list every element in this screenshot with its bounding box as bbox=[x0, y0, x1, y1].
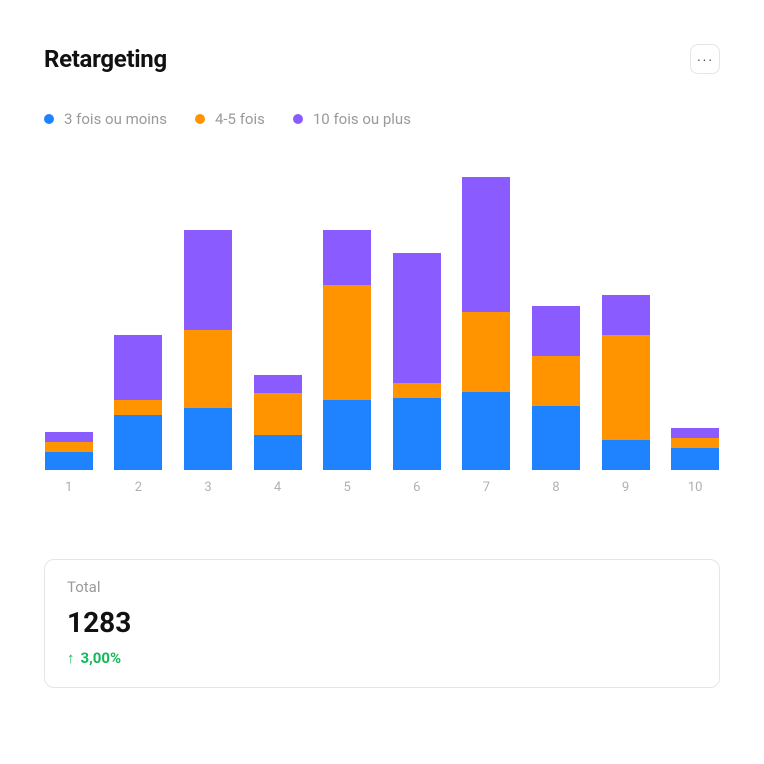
bar-segment bbox=[114, 335, 162, 400]
bar-segment bbox=[393, 383, 441, 398]
x-tick-label: 5 bbox=[322, 480, 372, 495]
bar-stack bbox=[602, 295, 650, 470]
bar-segment bbox=[114, 400, 162, 415]
bar-segment bbox=[532, 356, 580, 406]
bar-chart bbox=[44, 170, 720, 470]
x-tick-label: 8 bbox=[531, 480, 581, 495]
total-delta: ↑ 3,00% bbox=[67, 649, 697, 667]
bar-segment bbox=[393, 253, 441, 383]
bar-stack bbox=[671, 428, 719, 470]
bar-column bbox=[183, 230, 233, 470]
x-tick-label: 10 bbox=[670, 480, 720, 495]
bar-column bbox=[531, 306, 581, 470]
total-value: 1283 bbox=[67, 606, 697, 639]
x-axis-labels: 1 2 3 4 5 6 7 8 9 10 bbox=[44, 480, 720, 495]
bar-segment bbox=[671, 448, 719, 470]
total-label: Total bbox=[67, 578, 697, 596]
bar-stack bbox=[532, 306, 580, 470]
bar-column bbox=[44, 432, 94, 470]
legend-item: 10 fois ou plus bbox=[293, 110, 411, 128]
bar-segment bbox=[184, 230, 232, 330]
x-tick-label: 4 bbox=[253, 480, 303, 495]
bar-segment bbox=[323, 400, 371, 470]
bar-segment bbox=[671, 438, 719, 448]
x-tick-label: 6 bbox=[392, 480, 442, 495]
bar-stack bbox=[462, 177, 510, 470]
header: Retargeting ··· bbox=[44, 44, 720, 74]
x-tick-label: 3 bbox=[183, 480, 233, 495]
bar-stack bbox=[393, 253, 441, 470]
bar-segment bbox=[532, 406, 580, 470]
bar-column bbox=[462, 177, 512, 470]
bar-segment bbox=[45, 452, 93, 470]
page-title: Retargeting bbox=[44, 45, 167, 73]
bar-segment bbox=[254, 375, 302, 393]
bar-segment bbox=[532, 306, 580, 356]
bar-segment bbox=[393, 398, 441, 470]
bar-segment bbox=[462, 392, 510, 470]
more-icon: ··· bbox=[697, 52, 714, 66]
x-tick-label: 1 bbox=[44, 480, 94, 495]
legend-dot bbox=[293, 114, 303, 124]
bar-stack bbox=[114, 335, 162, 470]
bar-segment bbox=[184, 408, 232, 470]
bar-segment bbox=[184, 330, 232, 408]
bar-column bbox=[601, 295, 651, 470]
bar-segment bbox=[323, 285, 371, 400]
bar-segment bbox=[45, 432, 93, 442]
legend: 3 fois ou moins 4-5 fois 10 fois ou plus bbox=[44, 110, 720, 128]
bar-column bbox=[322, 230, 372, 470]
legend-label: 10 fois ou plus bbox=[313, 110, 411, 128]
legend-dot bbox=[44, 114, 54, 124]
arrow-up-icon: ↑ bbox=[67, 649, 75, 667]
x-tick-label: 9 bbox=[601, 480, 651, 495]
bar-stack bbox=[45, 432, 93, 470]
legend-label: 3 fois ou moins bbox=[64, 110, 167, 128]
x-tick-label: 7 bbox=[462, 480, 512, 495]
bar-stack bbox=[323, 230, 371, 470]
x-tick-label: 2 bbox=[114, 480, 164, 495]
legend-dot bbox=[195, 114, 205, 124]
bar-segment bbox=[602, 295, 650, 335]
bar-segment bbox=[671, 428, 719, 438]
bar-column bbox=[114, 335, 164, 470]
bar-segment bbox=[114, 415, 162, 470]
delta-value: 3,00% bbox=[81, 649, 122, 667]
bar-column bbox=[253, 375, 303, 470]
bar-segment bbox=[254, 435, 302, 470]
bar-segment bbox=[462, 177, 510, 312]
legend-label: 4-5 fois bbox=[215, 110, 265, 128]
legend-item: 4-5 fois bbox=[195, 110, 265, 128]
bar-segment bbox=[323, 230, 371, 285]
bar-column bbox=[392, 253, 442, 470]
bar-segment bbox=[602, 440, 650, 470]
bar-segment bbox=[602, 335, 650, 440]
bar-column bbox=[670, 428, 720, 470]
total-card: Total 1283 ↑ 3,00% bbox=[44, 559, 720, 688]
bar-stack bbox=[254, 375, 302, 470]
bar-segment bbox=[45, 442, 93, 452]
bar-segment bbox=[462, 312, 510, 392]
bar-segment bbox=[254, 393, 302, 435]
more-button[interactable]: ··· bbox=[690, 44, 720, 74]
bar-stack bbox=[184, 230, 232, 470]
legend-item: 3 fois ou moins bbox=[44, 110, 167, 128]
